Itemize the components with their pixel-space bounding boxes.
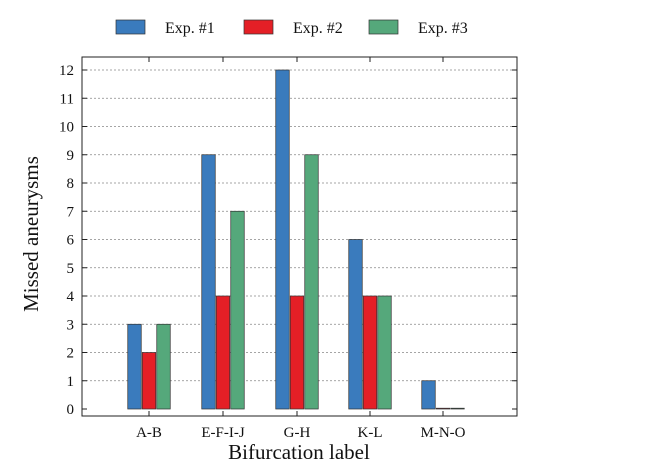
legend-swatch	[243, 19, 274, 35]
bar-exp2-g-h	[289, 295, 305, 410]
y-tick-label: 5	[67, 261, 75, 277]
legend-label: Exp. #1	[165, 20, 215, 37]
bar-exp3-k-l	[377, 295, 392, 410]
bar-exp1-a-b	[127, 323, 142, 410]
x-axis-ticks: A-B E-F-I-J G-H K-L M-N-O	[136, 57, 466, 441]
y-tick-label: 3	[67, 317, 75, 333]
y-tick-label: 7	[67, 204, 75, 220]
x-tick-label: G-H	[284, 425, 311, 441]
legend-label: Exp. #2	[293, 20, 343, 37]
bar-exp1-e-f-i-j	[201, 154, 216, 410]
bar-exp2-k-l	[362, 295, 378, 410]
legend-swatch	[115, 19, 146, 35]
x-axis-label: Bifurcation label	[228, 440, 370, 463]
y-tick-label: 12	[59, 63, 74, 79]
bar-exp2-e-f-i-j	[215, 295, 231, 410]
y-tick-label: 4	[67, 289, 75, 305]
bar-exp1-m-n-o	[421, 380, 436, 410]
y-axis-label: Missed aneurysms	[19, 156, 43, 312]
y-tick-label: 8	[67, 176, 75, 192]
legend-label: Exp. #3	[418, 20, 468, 37]
bars	[127, 69, 465, 410]
x-tick-label: A-B	[136, 425, 162, 441]
x-tick-label: E-F-I-J	[201, 425, 244, 441]
bar-exp2-m-n-o	[435, 407, 451, 410]
plot-frame	[81, 56, 518, 417]
y-tick-label: 0	[67, 402, 75, 418]
bar-exp3-a-b	[156, 323, 171, 410]
x-tick-label: M-N-O	[421, 425, 466, 441]
bar-exp2-a-b	[141, 352, 157, 410]
bar-exp1-g-h	[275, 69, 290, 410]
bar-exp3-g-h	[304, 154, 319, 410]
y-tick-label: 6	[67, 233, 75, 249]
y-tick-label: 2	[67, 346, 75, 362]
legend: Exp. #1 Exp. #2 Exp. #3	[115, 19, 468, 37]
y-tick-label: 1	[67, 374, 75, 390]
y-tick-label: 11	[60, 91, 74, 107]
bar-exp3-m-n-o	[450, 407, 465, 410]
x-tick-label: K-L	[358, 425, 383, 441]
legend-swatch	[368, 19, 399, 35]
y-tick-label: 10	[59, 120, 74, 136]
bar-exp3-e-f-i-j	[230, 210, 245, 410]
bar-exp1-k-l	[348, 239, 363, 410]
y-tick-label: 9	[67, 148, 75, 164]
